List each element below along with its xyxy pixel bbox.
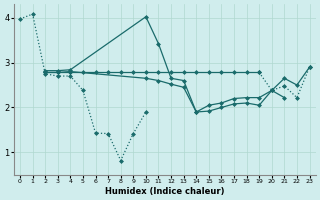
X-axis label: Humidex (Indice chaleur): Humidex (Indice chaleur)	[105, 187, 225, 196]
